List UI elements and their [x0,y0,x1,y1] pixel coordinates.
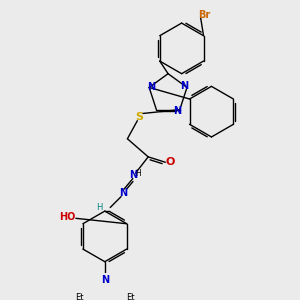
Text: O: O [165,157,175,167]
Text: N: N [147,82,155,92]
Text: N: N [173,106,181,116]
Text: H: H [135,169,141,178]
Text: N: N [180,81,188,91]
Text: N: N [129,170,137,180]
Text: Br: Br [198,10,210,20]
Text: Et: Et [126,293,134,300]
Text: Et: Et [75,293,84,300]
Text: HO: HO [59,212,75,221]
Text: N: N [101,275,109,285]
Text: S: S [135,112,143,122]
Text: N: N [119,188,127,198]
Text: H: H [96,203,103,212]
